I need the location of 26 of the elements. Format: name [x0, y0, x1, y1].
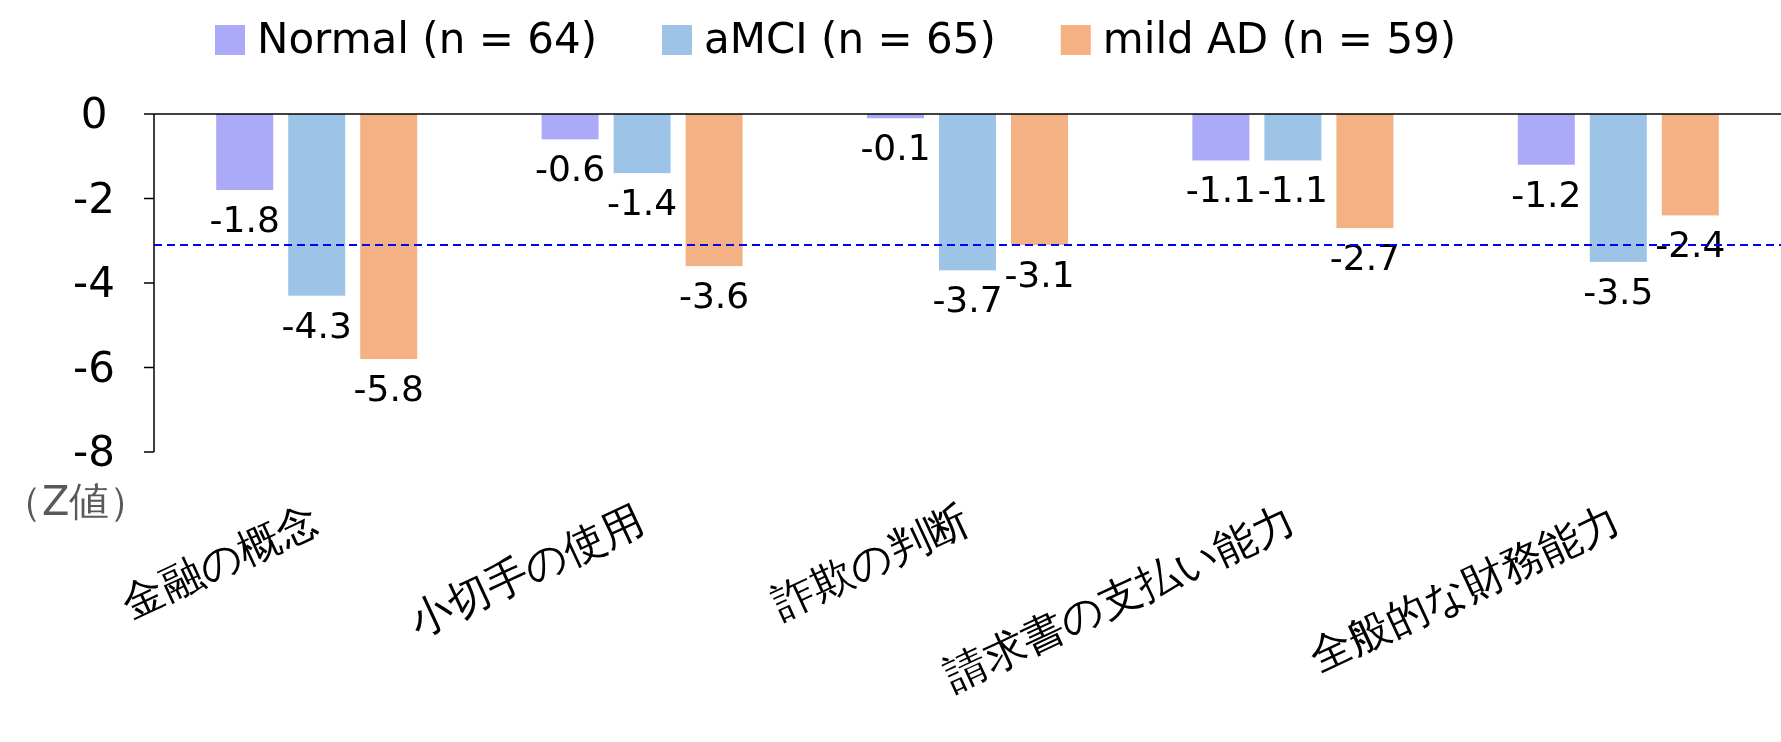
- x-tick-label: 全般的な財務能力: [1301, 494, 1628, 682]
- data-label: -0.1: [860, 127, 931, 169]
- data-label: -3.1: [1004, 253, 1075, 295]
- data-label: -4.3: [281, 304, 352, 346]
- y-tick-label: 0: [80, 89, 108, 138]
- y-axis-title: （Z値）: [2, 478, 150, 524]
- data-label: -5.8: [353, 368, 424, 410]
- y-tick-label: -4: [73, 258, 115, 307]
- x-tick-label: 小切手の使用: [401, 494, 652, 646]
- y-tick-label: -2: [73, 173, 115, 223]
- legend-label: mild AD (n = 59): [1102, 14, 1457, 63]
- data-label: -3.5: [1583, 270, 1654, 312]
- data-label: -1.2: [1511, 173, 1582, 215]
- data-label: -3.6: [678, 275, 750, 317]
- data-label: -3.7: [932, 279, 1003, 321]
- data-label: -1.4: [606, 182, 678, 224]
- data-label: -1.1: [1185, 169, 1257, 211]
- legend-label: Normal (n = 64): [257, 14, 598, 63]
- y-tick-label: -6: [73, 342, 115, 392]
- legend-label: aMCI (n = 65): [704, 14, 996, 63]
- x-tick-label: 詐欺の判断: [764, 494, 977, 629]
- y-tick-label: -8: [73, 427, 115, 476]
- data-label: -0.6: [534, 148, 606, 190]
- data-label: -1.8: [209, 199, 280, 241]
- data-label: -2.4: [1655, 224, 1726, 266]
- data-label: -1.1: [1257, 169, 1329, 211]
